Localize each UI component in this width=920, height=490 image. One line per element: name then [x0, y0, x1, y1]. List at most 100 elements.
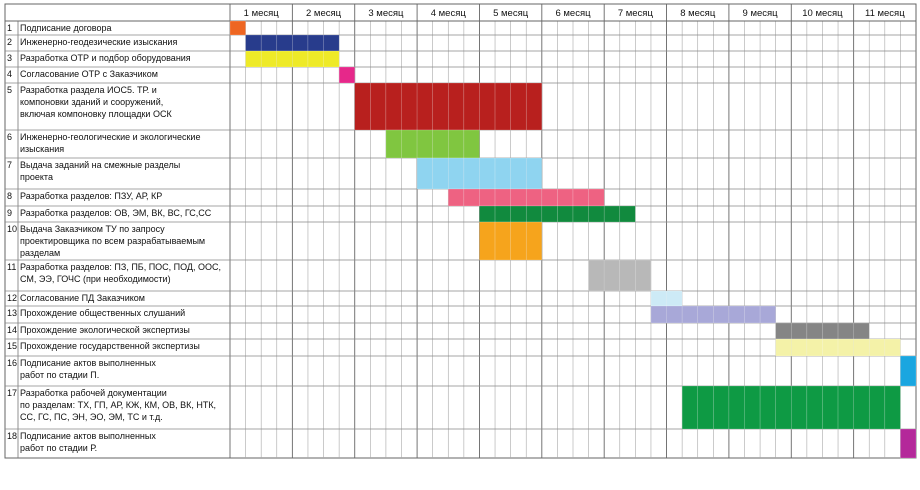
task-bar-cell — [697, 305, 714, 324]
task-number: 8 — [7, 191, 12, 201]
task-bar-cell — [385, 129, 402, 159]
task-number: 7 — [7, 160, 12, 170]
task-bar-cell — [432, 129, 449, 159]
task-bar-cell — [494, 221, 511, 261]
task-bar-cell — [479, 205, 496, 223]
task-bar-cell — [650, 290, 667, 307]
task-bar-cell — [619, 205, 636, 223]
task-bar-cell — [588, 259, 605, 292]
task-bar-cell — [666, 290, 683, 307]
task-bar-cell — [759, 305, 776, 324]
month-label: 4 месяц — [431, 8, 467, 19]
month-label: 5 месяц — [493, 8, 529, 19]
task-bar-cell — [494, 205, 511, 223]
task-bar-cell — [479, 188, 496, 207]
task-bar-cell — [588, 205, 605, 223]
task-label: проектировщика по всем разрабатываемым — [20, 236, 205, 246]
task-bar-cell — [900, 355, 917, 387]
task-bar-cell — [510, 221, 527, 261]
task-bar-cell — [759, 385, 776, 430]
task-bar-cell — [370, 82, 387, 131]
task-bar-cell — [494, 82, 511, 131]
task-number: 17 — [7, 388, 17, 398]
task-bar-cell — [884, 385, 901, 430]
task-number: 13 — [7, 308, 17, 318]
task-bar-cell — [229, 20, 246, 36]
task-bar-cell — [494, 188, 511, 207]
task-bar-cell — [572, 188, 589, 207]
task-bar-cell — [432, 82, 449, 131]
task-label: работ по стадии П. — [20, 370, 99, 380]
task-number: 16 — [7, 358, 17, 368]
task-bar-cell — [432, 157, 449, 190]
task-bar-cell — [385, 82, 402, 131]
task-label: Разработка раздела ИОС5. ТР. и — [20, 85, 157, 95]
task-bar-cell — [853, 338, 870, 357]
task-bar-cell — [868, 385, 886, 430]
task-bar-cell — [853, 385, 870, 430]
task-label: Разработка рабочей документации — [20, 388, 167, 398]
month-label: 11 месяц — [865, 8, 905, 19]
task-bar-cell — [323, 50, 340, 68]
task-bar-cell — [510, 205, 527, 223]
task-label: Разработка разделов: ОВ, ЭМ, ВК, ВС, ГС,… — [20, 208, 212, 218]
task-bar-cell — [525, 188, 543, 207]
task-label: Согласование ОТР с Заказчиком — [20, 69, 158, 79]
task-bar-cell — [463, 157, 480, 190]
task-bar-cell — [510, 188, 527, 207]
month-label: 7 месяц — [618, 8, 654, 19]
task-bar-cell — [541, 188, 558, 207]
month-label: 6 месяц — [555, 8, 591, 19]
task-bar-cell — [650, 305, 667, 324]
task-bar-cell — [323, 34, 340, 52]
task-number: 14 — [7, 325, 17, 335]
task-bar-cell — [557, 205, 574, 223]
task-number: 1 — [7, 23, 12, 33]
task-bar-cell — [276, 50, 293, 68]
task-bar-cell — [822, 322, 839, 340]
task-bar-cell — [416, 157, 433, 190]
month-label: 8 месяц — [680, 8, 716, 19]
task-label: Разработка разделов: ПЗУ, АР, КР — [20, 191, 162, 201]
task-label: включая компоновку площадки ОСК — [20, 109, 172, 119]
task-bar-cell — [401, 129, 418, 159]
task-bar-cell — [806, 385, 823, 430]
task-bar-cell — [791, 322, 808, 340]
task-label: проекта — [20, 172, 53, 182]
task-bar-cell — [744, 385, 761, 430]
task-bar-cell — [260, 50, 278, 68]
task-number: 4 — [7, 69, 12, 79]
task-bar-cell — [463, 82, 480, 131]
task-bars — [229, 20, 917, 459]
task-label: СМ, ЭЭ, ГОЧС (при необходимости) — [20, 274, 171, 284]
task-bar-cell — [791, 338, 808, 357]
task-bar-cell — [525, 205, 543, 223]
task-bar-cell — [448, 82, 465, 131]
task-label: работ по стадии Р. — [20, 443, 97, 453]
task-bar-cell — [588, 188, 605, 207]
task-bar-cell — [681, 385, 698, 430]
task-number: 2 — [7, 37, 12, 47]
task-bar-cell — [775, 385, 792, 430]
task-bar-cell — [245, 34, 262, 52]
task-label: Инженерно-геодезические изыскания — [20, 37, 177, 47]
task-number: 9 — [7, 208, 12, 218]
task-label: Прохождение экологической экспертизы — [20, 325, 190, 335]
task-label: изыскания — [20, 144, 64, 154]
task-bar-cell — [603, 259, 621, 292]
task-bar-cell — [260, 34, 278, 52]
task-label: Инженерно-геологические и экологические — [20, 132, 200, 142]
task-bar-cell — [822, 338, 839, 357]
task-number: 18 — [7, 431, 17, 441]
task-bar-cell — [713, 305, 730, 324]
month-label: 9 месяц — [743, 8, 779, 19]
task-bar-cell — [728, 385, 745, 430]
task-label: Разработка ОТР и подбор оборудования — [20, 53, 191, 63]
task-bar-cell — [448, 157, 465, 190]
task-bar-cell — [884, 338, 901, 357]
task-bar-cell — [510, 157, 527, 190]
task-bar-cell — [791, 385, 808, 430]
task-bar-cell — [479, 82, 496, 131]
task-bar-cell — [479, 157, 496, 190]
